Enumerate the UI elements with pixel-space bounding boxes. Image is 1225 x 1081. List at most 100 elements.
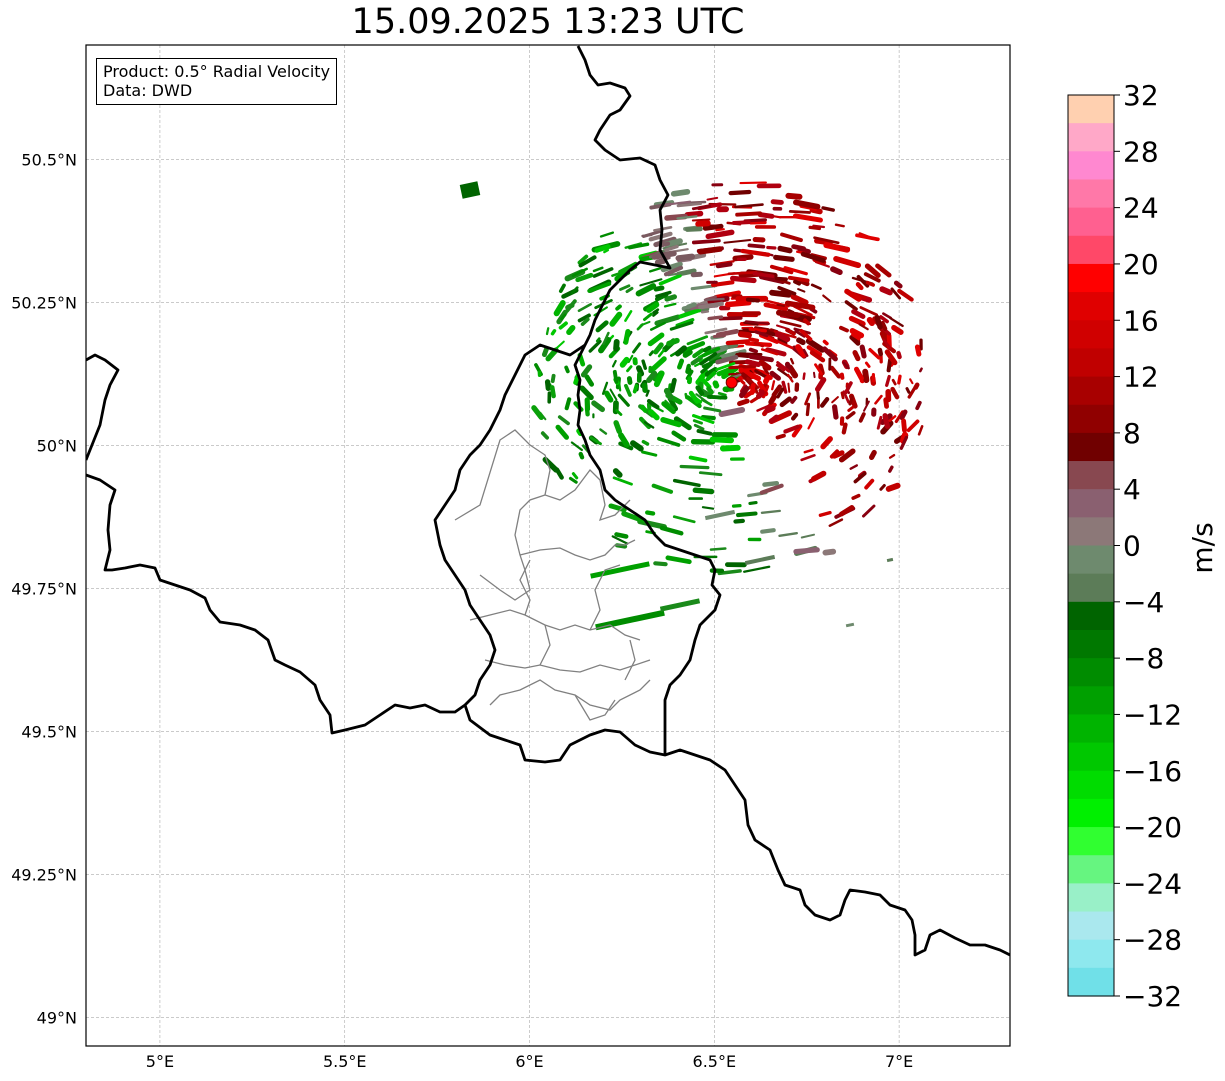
echo-streak (796, 337, 806, 346)
echo-streak (599, 428, 608, 435)
echo-streak (670, 189, 691, 197)
echo-streak (654, 314, 681, 326)
echo-streak (646, 302, 660, 313)
echo-cell (704, 509, 736, 521)
echo-streak (672, 478, 701, 488)
echo-streak (735, 211, 762, 217)
echo-streak (618, 432, 630, 448)
echo-streak (671, 430, 687, 442)
echo-streak (863, 272, 881, 283)
echo-streak (632, 383, 639, 394)
lat-tick-label: 49°N (37, 1008, 77, 1027)
echo-streak (657, 436, 681, 447)
echo-streak (706, 196, 719, 201)
echo-streak (660, 261, 683, 273)
echo-streak (564, 397, 572, 411)
echo-streak (641, 233, 653, 238)
echo-streak (601, 381, 609, 395)
echo-streak (900, 431, 908, 444)
echo-streak (752, 271, 775, 278)
echo-streak (812, 224, 826, 229)
echo-streak (677, 358, 685, 370)
echo-streak (856, 274, 870, 288)
echo-streak (570, 286, 579, 295)
echo-streak (743, 321, 759, 326)
echo-streak (587, 281, 612, 293)
echo-streak (748, 501, 758, 505)
echo-streak (578, 255, 597, 268)
echo-streak (619, 356, 630, 368)
echo-streak (842, 361, 850, 370)
echo-streak (784, 300, 816, 311)
echo-streak (787, 382, 791, 393)
echo-streak (830, 266, 843, 276)
echo-streak (896, 351, 902, 360)
echo-streak (618, 261, 638, 274)
echo-streak (769, 264, 794, 275)
echo-streak (784, 361, 792, 372)
echo-streak (684, 226, 703, 232)
echo-streak (839, 245, 851, 252)
echo-streak (602, 331, 610, 346)
echo-streak (875, 263, 892, 278)
echo-streak (879, 286, 893, 296)
echo-streak (788, 210, 811, 214)
echo-streak (674, 345, 688, 357)
echo-streak (859, 344, 867, 359)
echo-streak (685, 363, 691, 374)
echo-streak (653, 370, 665, 388)
echo-streak (584, 374, 594, 387)
echo-streak (691, 414, 715, 424)
echo-streak (575, 272, 594, 283)
echo-streak (545, 327, 550, 336)
echo-streak (737, 377, 746, 385)
echo-streak (738, 385, 750, 399)
echo-streak (733, 518, 745, 524)
echo-streak (715, 361, 736, 372)
echo-streak (863, 400, 870, 412)
echo-streak (882, 413, 891, 429)
echo-streak (874, 314, 883, 330)
echo-streak (806, 345, 823, 357)
echo-streak (717, 569, 742, 576)
echo-streak (709, 436, 735, 444)
echo-streak (706, 386, 714, 395)
echo-streak (771, 380, 776, 391)
echo-streak (641, 359, 647, 370)
echo-streak (686, 335, 709, 346)
echo-streak (905, 387, 911, 394)
map-title: 15.09.2025 13:23 UTC (351, 2, 745, 42)
echo-streak (890, 287, 902, 300)
echo-streak (885, 482, 901, 492)
echo-streak (653, 285, 665, 292)
echo-streak (845, 411, 856, 420)
echo-streak (775, 433, 786, 440)
echo-streak (831, 396, 839, 404)
echo-streak (665, 200, 692, 206)
echo-streak (818, 363, 825, 376)
echo-streak (669, 321, 694, 331)
echo-streak (886, 357, 893, 373)
echo-streak (739, 181, 767, 185)
echo-streak (748, 327, 767, 333)
echo-streak (531, 405, 544, 421)
lat-tick-label: 50.5°N (21, 150, 77, 169)
echo-streak (844, 288, 862, 302)
echo-streak (859, 306, 878, 317)
echo-streak (793, 279, 802, 286)
echo-streak (641, 439, 650, 446)
lat-tick-label: 49.5°N (21, 722, 77, 741)
echo-streak (829, 365, 841, 379)
echo-streak (891, 324, 904, 335)
echo-streak (557, 415, 570, 426)
echo-streak (685, 302, 697, 309)
echo-streak (673, 416, 692, 431)
echo-streak (692, 348, 705, 359)
echo-streak (704, 367, 719, 377)
echo-streak (564, 365, 570, 374)
echo-streak (565, 302, 575, 310)
echo-streak (707, 315, 724, 321)
echo-streak (591, 400, 605, 413)
echo-streak (890, 386, 900, 400)
echo-streak (855, 233, 880, 242)
